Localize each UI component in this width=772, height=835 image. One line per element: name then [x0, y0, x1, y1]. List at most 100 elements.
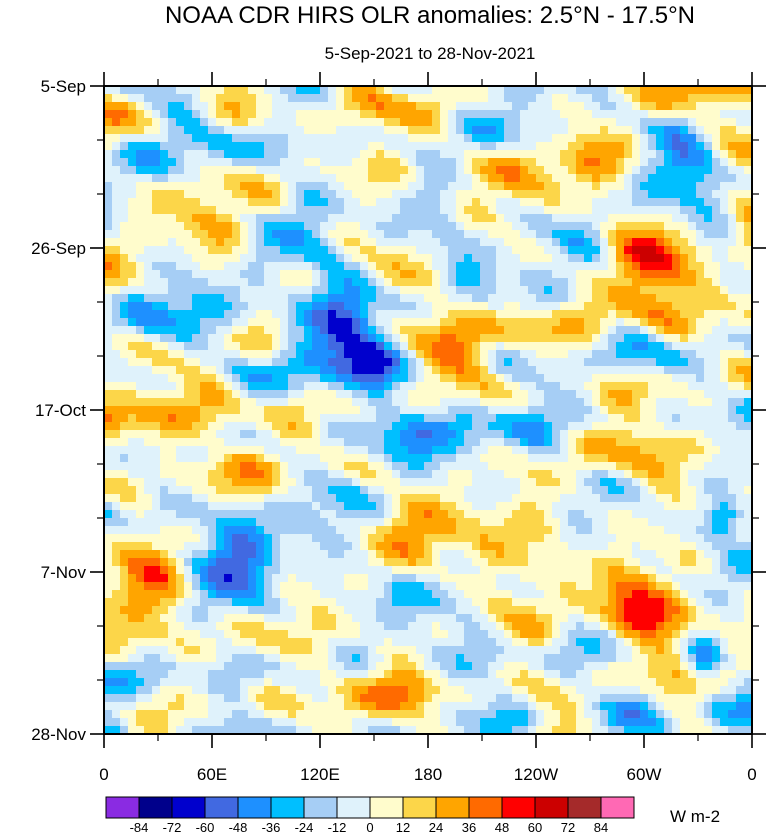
- anomaly-cell: [592, 334, 601, 343]
- anomaly-cell: [264, 454, 273, 463]
- anomaly-cell: [600, 142, 609, 151]
- anomaly-cell: [712, 318, 721, 327]
- anomaly-cell: [696, 414, 705, 423]
- anomaly-cell: [368, 478, 377, 487]
- anomaly-cell: [176, 134, 185, 143]
- anomaly-cell: [720, 486, 729, 495]
- anomaly-cell: [680, 366, 689, 375]
- anomaly-cell: [736, 558, 745, 567]
- anomaly-cell: [400, 262, 409, 271]
- anomaly-cell: [296, 326, 305, 335]
- anomaly-cell: [584, 390, 593, 399]
- anomaly-cell: [528, 446, 537, 455]
- anomaly-cell: [504, 358, 513, 367]
- anomaly-cell: [576, 238, 585, 247]
- anomaly-cell: [280, 262, 289, 271]
- anomaly-cell: [240, 398, 249, 407]
- anomaly-cell: [136, 414, 145, 423]
- anomaly-cell: [512, 318, 521, 327]
- anomaly-cell: [640, 526, 649, 535]
- anomaly-cell: [528, 126, 537, 135]
- anomaly-cell: [472, 182, 481, 191]
- anomaly-cell: [512, 102, 521, 111]
- anomaly-cell: [720, 230, 729, 239]
- anomaly-cell: [280, 270, 289, 279]
- anomaly-cell: [712, 358, 721, 367]
- anomaly-cell: [544, 118, 553, 127]
- anomaly-cell: [552, 254, 561, 263]
- anomaly-cell: [456, 182, 465, 191]
- anomaly-cell: [440, 454, 449, 463]
- anomaly-cell: [144, 566, 153, 575]
- anomaly-cell: [216, 230, 225, 239]
- anomaly-cell: [616, 478, 625, 487]
- anomaly-cell: [584, 182, 593, 191]
- anomaly-cell: [176, 358, 185, 367]
- anomaly-cell: [448, 286, 457, 295]
- anomaly-cell: [296, 422, 305, 431]
- anomaly-cell: [232, 110, 241, 119]
- anomaly-cell: [552, 206, 561, 215]
- anomaly-cell: [504, 470, 513, 479]
- anomaly-cell: [400, 358, 409, 367]
- anomaly-cell: [112, 454, 121, 463]
- anomaly-cell: [136, 238, 145, 247]
- anomaly-cell: [640, 134, 649, 143]
- anomaly-cell: [312, 214, 321, 223]
- anomaly-cell: [168, 326, 177, 335]
- anomaly-cell: [544, 262, 553, 271]
- anomaly-cell: [344, 486, 353, 495]
- anomaly-cell: [688, 478, 697, 487]
- anomaly-cell: [688, 86, 697, 95]
- anomaly-cell: [192, 438, 201, 447]
- anomaly-cell: [344, 558, 353, 567]
- anomaly-cell: [104, 374, 113, 383]
- anomaly-cell: [744, 134, 752, 143]
- anomaly-cell: [600, 374, 609, 383]
- anomaly-cell: [456, 470, 465, 479]
- anomaly-cell: [512, 414, 521, 423]
- anomaly-cell: [488, 198, 497, 207]
- anomaly-cell: [480, 206, 489, 215]
- anomaly-cell: [112, 502, 121, 511]
- anomaly-cell: [632, 134, 641, 143]
- anomaly-cell: [112, 406, 121, 415]
- anomaly-cell: [520, 110, 529, 119]
- anomaly-cell: [584, 366, 593, 375]
- anomaly-cell: [496, 142, 505, 151]
- anomaly-cell: [176, 406, 185, 415]
- anomaly-cell: [496, 182, 505, 191]
- anomaly-cell: [712, 174, 721, 183]
- anomaly-cell: [656, 214, 665, 223]
- anomaly-cell: [384, 118, 393, 127]
- anomaly-cell: [416, 302, 425, 311]
- anomaly-cell: [616, 198, 625, 207]
- anomaly-cell: [368, 310, 377, 319]
- anomaly-cell: [200, 174, 209, 183]
- anomaly-cell: [256, 566, 265, 575]
- anomaly-cell: [544, 214, 553, 223]
- anomaly-cell: [672, 126, 681, 135]
- anomaly-cell: [368, 566, 377, 575]
- anomaly-cell: [128, 262, 137, 271]
- anomaly-cell: [248, 182, 257, 191]
- anomaly-cell: [688, 446, 697, 455]
- anomaly-cell: [544, 470, 553, 479]
- anomaly-cell: [136, 534, 145, 543]
- anomaly-cell: [608, 414, 617, 423]
- anomaly-cell: [104, 438, 113, 447]
- anomaly-cell: [208, 94, 217, 103]
- anomaly-cell: [456, 574, 465, 583]
- anomaly-cell: [240, 166, 249, 175]
- anomaly-cell: [488, 110, 497, 119]
- anomaly-cell: [224, 574, 233, 583]
- anomaly-cell: [744, 510, 752, 519]
- anomaly-cell: [208, 494, 217, 503]
- anomaly-cell: [312, 462, 321, 471]
- anomaly-cell: [176, 254, 185, 263]
- anomaly-cell: [744, 558, 752, 567]
- anomaly-cell: [536, 486, 545, 495]
- anomaly-cell: [120, 462, 129, 471]
- anomaly-cell: [216, 286, 225, 295]
- anomaly-cell: [176, 486, 185, 495]
